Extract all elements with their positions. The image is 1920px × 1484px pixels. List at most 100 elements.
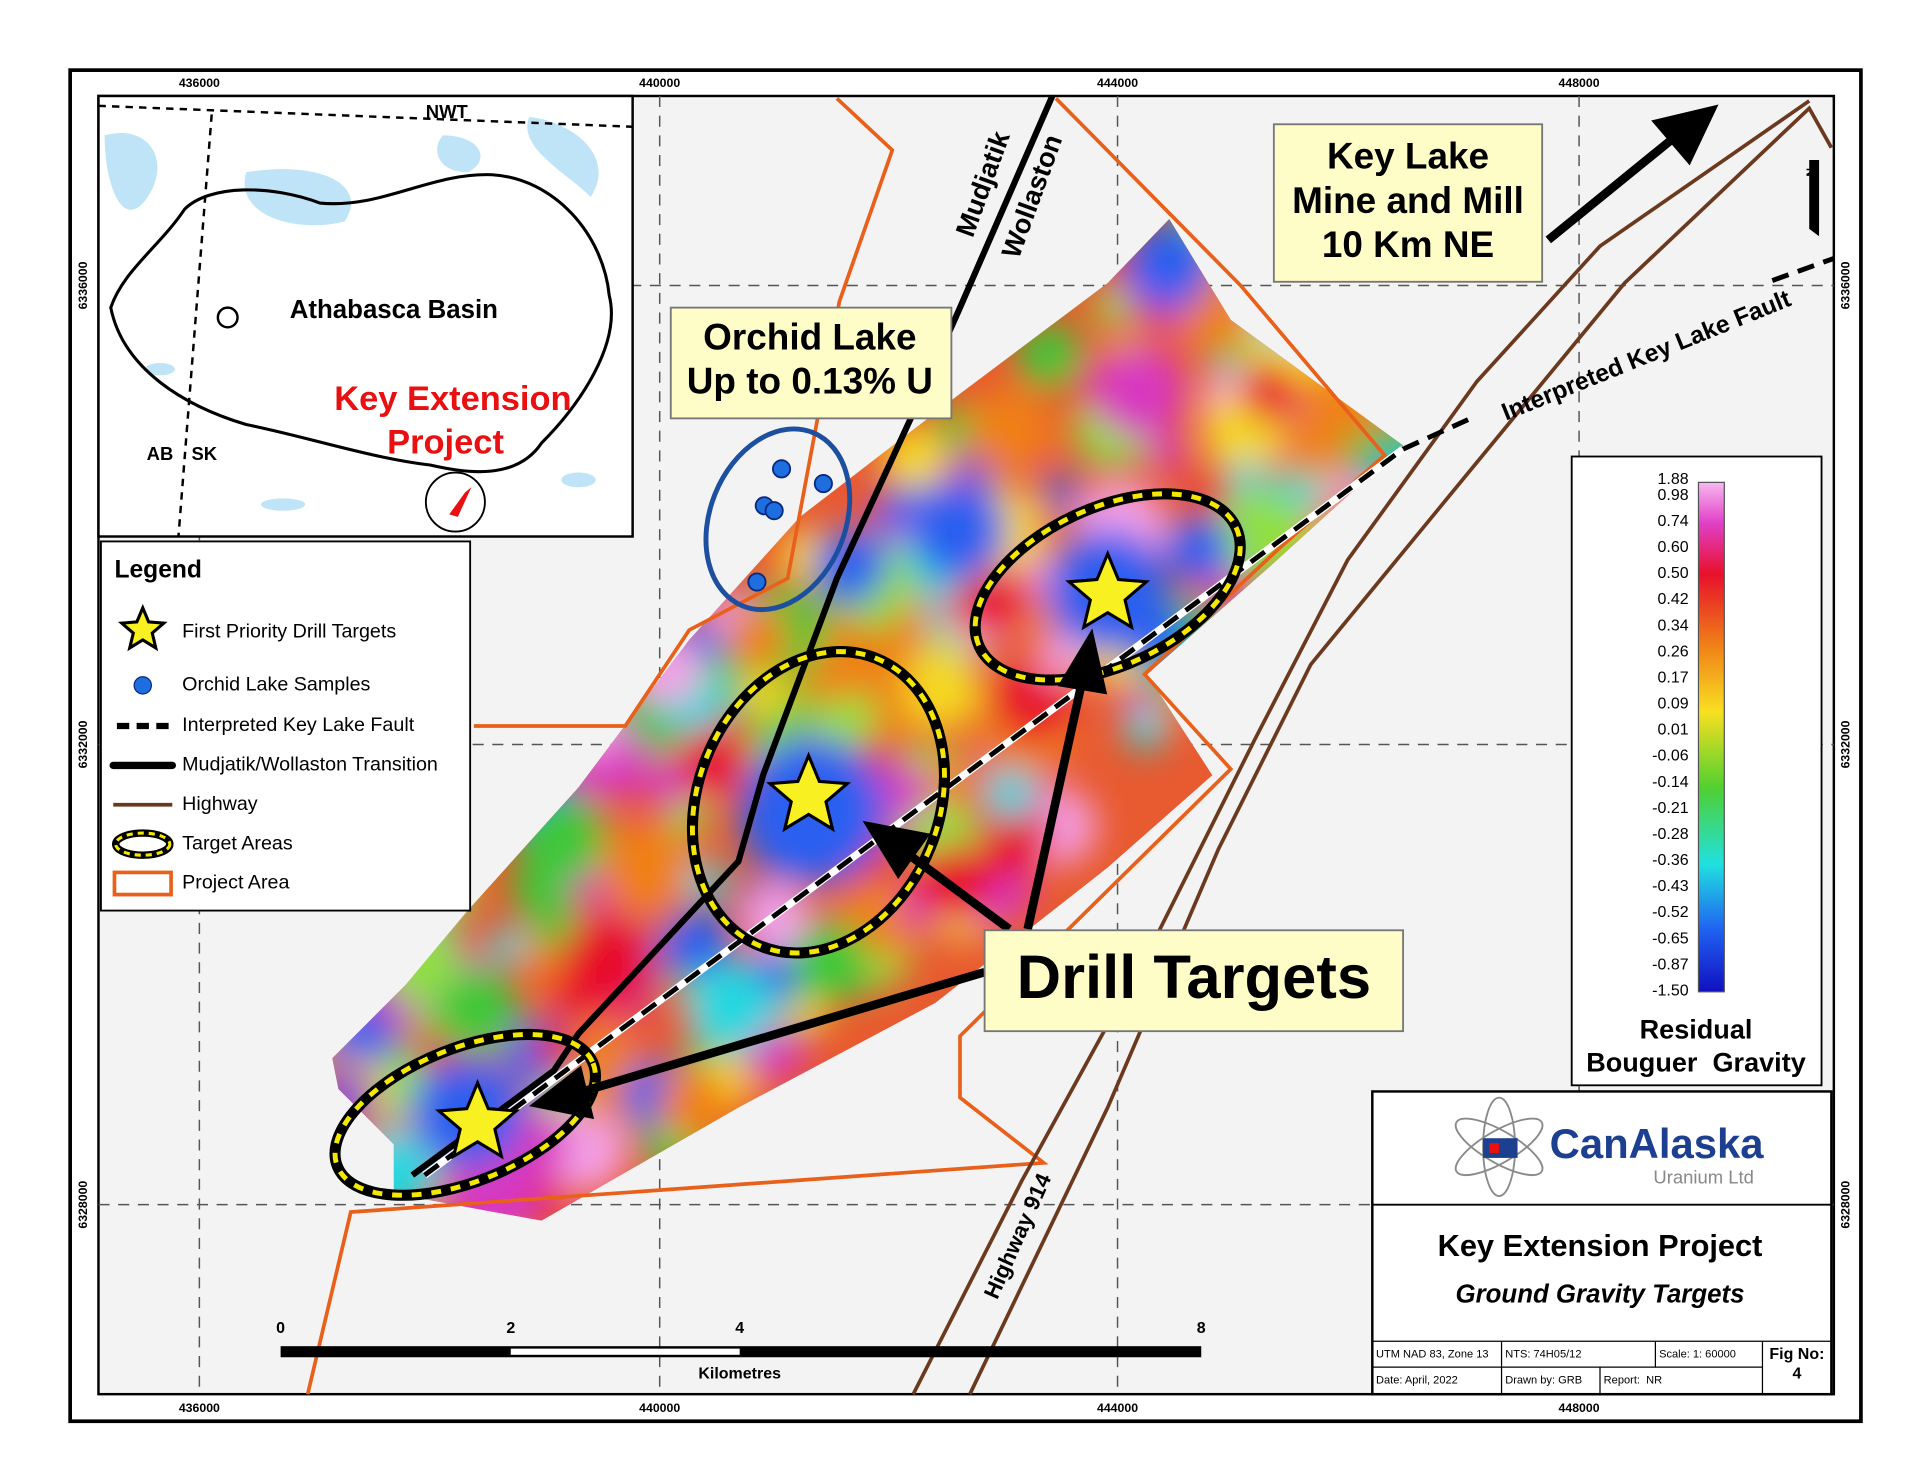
colorbar xyxy=(1697,481,1725,993)
colorbar-label: 0.17 xyxy=(1657,669,1688,686)
highway xyxy=(968,105,1833,1395)
scale-tick-label: 2 xyxy=(506,1320,515,1337)
gravity-blob xyxy=(1016,323,1082,389)
drill-targets xyxy=(435,549,1151,1160)
target-areas xyxy=(329,488,1246,1201)
inset-label: AB xyxy=(147,443,174,464)
company-sub: Uranium Ltd xyxy=(1653,1167,1753,1188)
gravity-blob xyxy=(1090,343,1185,439)
colorbar-label: 0.34 xyxy=(1657,617,1688,634)
northing-label: 6332000 xyxy=(76,720,90,768)
colorbar-label: -1.50 xyxy=(1652,983,1689,1000)
drill-label: Drill Targets xyxy=(1017,943,1371,1012)
legend-title: Legend xyxy=(114,556,202,583)
easting-label: 444000 xyxy=(1097,1401,1138,1415)
gravity-blob xyxy=(1125,709,1166,750)
gravity-blob xyxy=(656,1068,730,1141)
gravity-low xyxy=(812,529,887,603)
inset-map: NWT Athabasca Basin AB SK Key Extension … xyxy=(97,94,634,538)
legend-label: Highway xyxy=(182,793,258,815)
colorbar-label: 0.60 xyxy=(1657,539,1688,556)
colorbar-label: -0.52 xyxy=(1652,904,1689,921)
colorbar-label: 1.88 xyxy=(1657,471,1688,488)
info-cell: UTM NAD 83, Zone 13 xyxy=(1376,1349,1489,1361)
northing-label: 6336000 xyxy=(76,261,90,309)
colorbar-title: Bouguer Gravity xyxy=(1586,1047,1806,1078)
orchid-label: Up to 0.13% U xyxy=(687,361,933,402)
northing-label: 6328000 xyxy=(76,1181,90,1229)
gravity-blob xyxy=(600,823,693,917)
gravity-blob xyxy=(1227,460,1264,497)
gravity-blob xyxy=(1239,363,1298,421)
colorbar-label: -0.28 xyxy=(1652,826,1689,843)
legend-label: Interpreted Key Lake Fault xyxy=(182,714,415,736)
legend-symbol xyxy=(112,870,173,897)
easting-label: 448000 xyxy=(1559,76,1600,90)
north-label: N xyxy=(1804,168,1818,177)
inset-label: SK xyxy=(191,443,217,464)
legend-symbol xyxy=(114,831,172,857)
colorbar-label: 0.50 xyxy=(1657,565,1688,582)
drill-box xyxy=(983,929,1404,1033)
legend-label: Orchid Lake Samples xyxy=(182,674,370,696)
colorbar-labels: 1.880.98 0.74 0.60 0.50 0.42 0.34 0.26 0.17 0.09… xyxy=(1652,471,1689,999)
figure-subtitle: Ground Gravity Targets xyxy=(1456,1281,1745,1309)
arrows xyxy=(529,104,1719,1120)
project-area xyxy=(305,97,1388,1395)
star xyxy=(1065,549,1151,631)
easting-label: 448000 xyxy=(1559,1401,1600,1415)
coordinates: 4360004360004400004400004440004440004480… xyxy=(76,76,1852,1415)
colorbar-label: -0.65 xyxy=(1652,930,1689,947)
legend-label: Project Area xyxy=(182,872,289,894)
orchid-box xyxy=(669,306,953,420)
gravity-blob xyxy=(559,914,657,1012)
key-lake-label: Mine and Mill xyxy=(1292,180,1524,221)
fault-line xyxy=(1771,256,1835,283)
orchid-ellipse xyxy=(703,426,853,613)
inset-label: NWT xyxy=(426,101,469,122)
northing-label: 6332000 xyxy=(1838,720,1852,768)
gravity-blob xyxy=(433,966,520,1053)
legend-label: Target Areas xyxy=(182,832,293,854)
scale-tick-label: 4 xyxy=(735,1320,744,1337)
key-lake-label: 10 Km NE xyxy=(1322,224,1494,265)
scale-tick-label: 8 xyxy=(1197,1320,1206,1337)
star xyxy=(117,603,168,652)
gravity-blob xyxy=(1164,515,1232,583)
gravity-blob xyxy=(997,671,1070,744)
inset-project: Project xyxy=(387,423,504,461)
colorbar-label: 0.01 xyxy=(1657,722,1688,739)
company-name: CanAlaska xyxy=(1550,1120,1765,1167)
scale-bar-segment xyxy=(510,1348,740,1355)
legend: First Priority Drill Targets Orchid Lake … xyxy=(109,603,438,897)
scale-tick-label: 0 xyxy=(276,1320,285,1337)
info-cell: Scale: 1: 60000 xyxy=(1659,1349,1736,1361)
star xyxy=(766,751,852,833)
colorbar-label: 0.42 xyxy=(1657,591,1688,608)
figure-title: Key Extension Project xyxy=(1438,1228,1763,1263)
gravity-blob xyxy=(909,481,1008,579)
colorbar-label: -0.14 xyxy=(1652,774,1689,791)
gravity-blob xyxy=(1276,416,1320,460)
gravity-blob xyxy=(1042,474,1080,511)
northing-label: 6336000 xyxy=(1838,261,1852,309)
gravity-blob xyxy=(1092,290,1129,327)
scale-ticks: 0 2 4 8 xyxy=(276,1320,1206,1337)
colorbar-label: 0.98 xyxy=(1657,487,1688,504)
orchid-label: Orchid Lake xyxy=(703,316,916,357)
north-arrow xyxy=(1809,159,1820,237)
gravity-blob xyxy=(967,388,1052,473)
info-cell: NTS: 74H05/12 xyxy=(1505,1349,1581,1361)
easting-label: 440000 xyxy=(639,76,680,90)
colorbar-label: -0.87 xyxy=(1652,956,1689,973)
colorbar-label: -0.43 xyxy=(1652,878,1689,895)
colorbar-label: 0.26 xyxy=(1657,643,1688,660)
scale-bar xyxy=(280,1346,1202,1358)
inset-project: Key Extension xyxy=(334,380,571,418)
easting-label: 440000 xyxy=(639,1401,680,1415)
info-cell: Report: NR xyxy=(1604,1375,1662,1387)
legend-symbol xyxy=(133,676,152,695)
key-lake-box xyxy=(1272,123,1544,283)
legend-label: First Priority Drill Targets xyxy=(182,621,396,643)
gravity-blob xyxy=(1145,431,1186,472)
